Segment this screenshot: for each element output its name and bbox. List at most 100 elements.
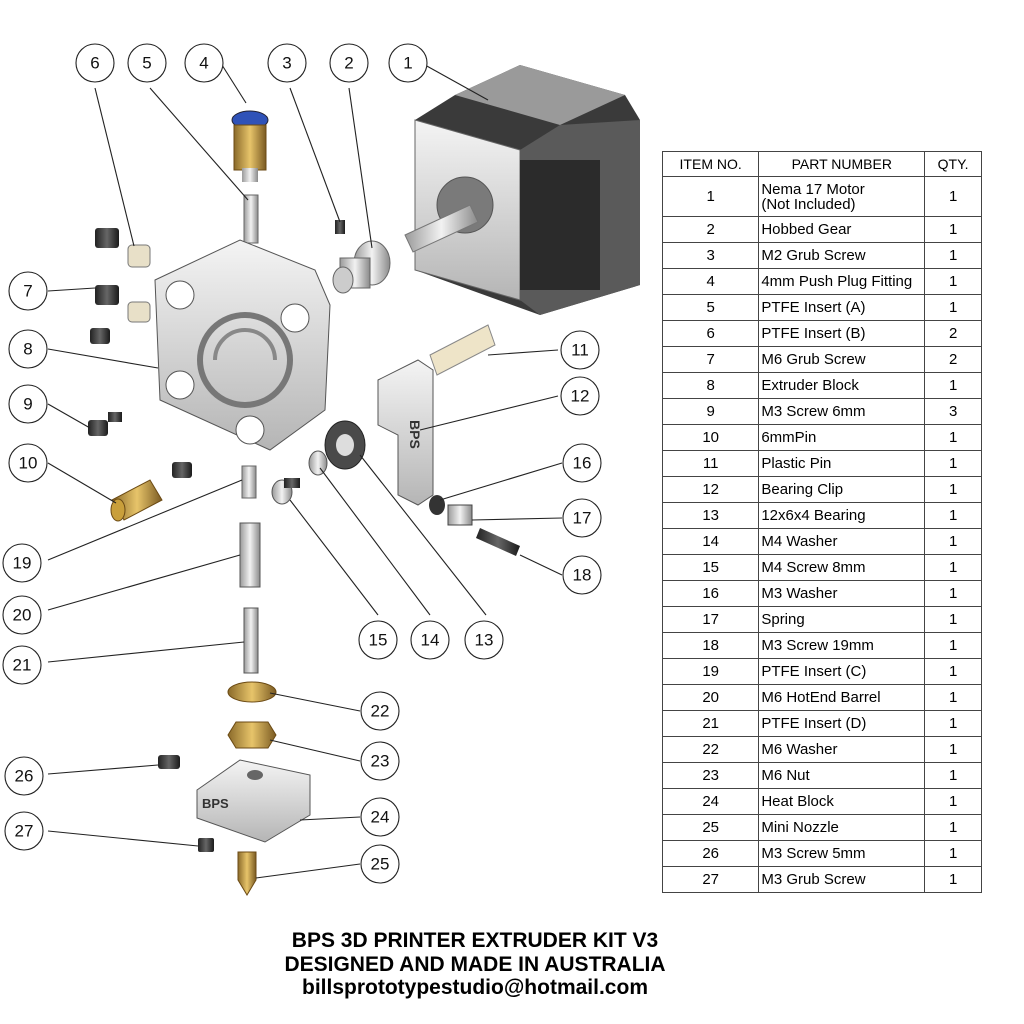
cell-qty: 1: [924, 502, 982, 529]
cell-item-no: 27: [661, 866, 760, 893]
callout-number: 23: [371, 752, 390, 771]
callout-number: 18: [573, 566, 592, 585]
part-ptfe-insert-c: [241, 465, 257, 499]
cell-item-no: 2: [661, 216, 760, 243]
cell-item-no: 4: [661, 268, 760, 295]
callout: 22: [360, 691, 400, 731]
cell-qty: 1: [924, 268, 982, 295]
cell-qty: 1: [924, 476, 982, 503]
cell-item-no: 7: [661, 346, 760, 373]
part-ptfe-insert-d: [243, 607, 259, 674]
cell-item-no: 14: [661, 528, 760, 555]
cell-qty: 1: [924, 658, 982, 685]
part-ptfe-insert-b: [127, 244, 151, 323]
part-m3-screw-6mm: [88, 328, 192, 478]
callout: 7: [8, 271, 48, 311]
cell-item-no: 21: [661, 710, 760, 737]
cell-part-number: PTFE Insert (B): [758, 320, 926, 347]
callout-number: 15: [369, 631, 388, 650]
table-row: 8 Extruder Block 1: [661, 372, 982, 399]
callout: 25: [360, 844, 400, 884]
cell-item-no: 23: [661, 762, 760, 789]
table-row: 24 Heat Block 1: [661, 788, 982, 815]
callout: 5: [127, 43, 167, 83]
cell-part-number: Mini Nozzle: [758, 814, 926, 841]
part-m3-grub-screw: [198, 838, 214, 852]
cell-item-no: 13: [661, 502, 760, 529]
footer-email: billsprototypestudio@hotmail.com: [302, 976, 648, 999]
table-row: 25 Mini Nozzle 1: [661, 814, 982, 841]
cell-qty: 1: [924, 736, 982, 763]
cell-item-no: 10: [661, 424, 760, 451]
part-m6-nut: [227, 721, 277, 749]
cell-part-number: Heat Block: [758, 788, 926, 815]
callout: 21: [2, 645, 42, 685]
cell-part-number: Spring: [758, 606, 926, 633]
callout-number: 20: [13, 606, 32, 625]
callout-number: 27: [15, 822, 34, 841]
part-mini-nozzle: [237, 851, 257, 896]
callout: 1: [388, 43, 428, 83]
cell-item-no: 18: [661, 632, 760, 659]
cell-part-number: M3 Washer: [758, 580, 926, 607]
callout: 4: [184, 43, 224, 83]
cell-qty: 1: [924, 216, 982, 243]
table-row: 5 PTFE Insert (A) 1: [661, 294, 982, 321]
cell-qty: 1: [924, 372, 982, 399]
cell-qty: 2: [924, 320, 982, 347]
parts-list-body: 1 Nema 17 Motor (Not Included) 1 2 Hobbed Ge…: [661, 176, 982, 893]
table-row: 17 Spring 1: [661, 606, 982, 633]
cell-qty: 1: [924, 866, 982, 893]
part-ptfe-insert-a: [243, 194, 259, 244]
cell-part-number: Extruder Block: [758, 372, 926, 399]
footer-subtitle: DESIGNED AND MADE IN AUSTRALIA: [284, 953, 666, 976]
part-plastic-pin: [429, 324, 496, 376]
cell-item-no: 25: [661, 814, 760, 841]
callout-number: 11: [571, 341, 589, 360]
parts-list-table: ITEM NO. PART NUMBER QTY. 1 Nema 17 Motor…: [661, 151, 982, 893]
cell-item-no: 8: [661, 372, 760, 399]
table-row: 13 12x6x4 Bearing 1: [661, 502, 982, 529]
cell-qty: 1: [924, 528, 982, 555]
column-header-part-number: PART NUMBER: [758, 151, 926, 177]
cell-qty: 1: [924, 450, 982, 477]
cell-item-no: 12: [661, 476, 760, 503]
part-hobbed-gear: [332, 240, 391, 294]
table-row: 4 4mm Push Plug Fitting 1: [661, 268, 982, 295]
table-row: 21 PTFE Insert (D) 1: [661, 710, 982, 737]
cell-part-number: M3 Screw 5mm: [758, 840, 926, 867]
callout: 3: [267, 43, 307, 83]
cell-part-number: M6 HotEnd Barrel: [758, 684, 926, 711]
cell-item-no: 9: [661, 398, 760, 425]
callout: 2: [329, 43, 369, 83]
column-header-qty: QTY.: [924, 151, 982, 177]
part-heat-block: BPS: [196, 759, 311, 843]
table-row: 10 6mmPin 1: [661, 424, 982, 451]
part-m3-screw-19mm: [476, 528, 520, 556]
part-6mm-pin: [110, 479, 163, 522]
table-row: 3 M2 Grub Screw 1: [661, 242, 982, 269]
callout: 10: [8, 443, 48, 483]
cell-part-number: M4 Screw 8mm: [758, 554, 926, 581]
cell-item-no: 15: [661, 554, 760, 581]
cell-item-no: 19: [661, 658, 760, 685]
part-bearing: [324, 420, 366, 470]
cell-part-number: M3 Screw 6mm: [758, 398, 926, 425]
cell-qty: 1: [924, 632, 982, 659]
cell-part-number: PTFE Insert (C): [758, 658, 926, 685]
cell-qty: 1: [924, 710, 982, 737]
footer-title: BPS 3D PRINTER EXTRUDER KIT V3: [291, 929, 659, 952]
cell-qty: 1: [924, 176, 982, 217]
bearing-clip-marking: BPS: [407, 420, 423, 449]
cell-item-no: 3: [661, 242, 760, 269]
leader-lines: [47, 64, 563, 879]
part-bearing-clip: BPS: [377, 359, 434, 506]
part-m4-screw: [271, 478, 300, 505]
callout-number: 13: [475, 631, 494, 650]
callout-number: 8: [23, 340, 32, 359]
cell-part-number: Bearing Clip: [758, 476, 926, 503]
callout-number: 4: [199, 54, 208, 73]
table-row: 16 M3 Washer 1: [661, 580, 982, 607]
cell-item-no: 17: [661, 606, 760, 633]
